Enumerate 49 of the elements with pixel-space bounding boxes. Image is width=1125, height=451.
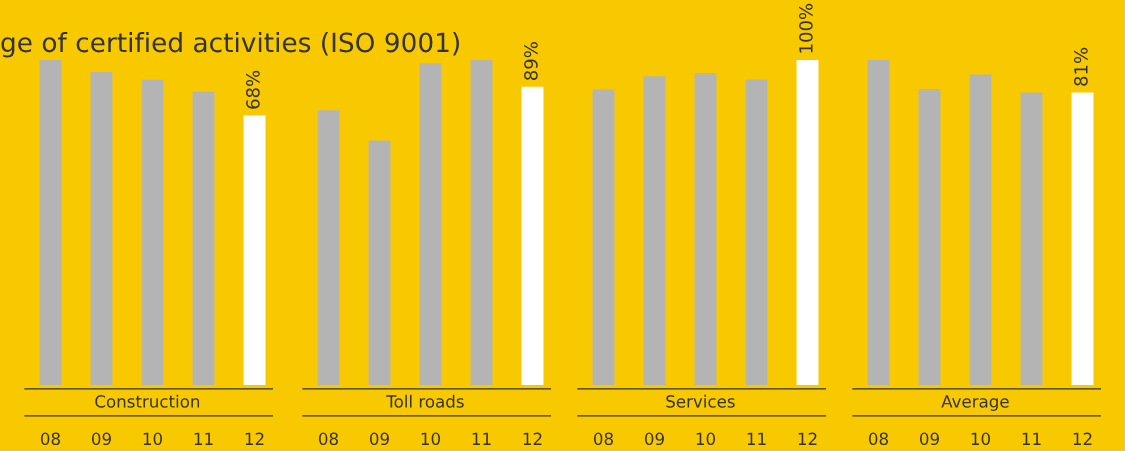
x-tick-label: 11 — [747, 432, 766, 445]
bar — [694, 73, 717, 385]
data-label: 68% — [246, 70, 260, 109]
x-tick-label: 11 — [472, 432, 491, 445]
data-label: 100% — [799, 3, 813, 53]
x-axis-title: Construction — [95, 394, 200, 408]
bar — [969, 74, 992, 385]
x-tick-label: 10 — [696, 432, 715, 446]
bar — [192, 91, 215, 385]
chart-title: ge of certified activities (ISO 9001) — [1, 31, 459, 58]
x-tick-label: 12 — [245, 432, 264, 445]
bar — [1071, 92, 1094, 385]
x-tick-label: 09 — [919, 432, 939, 446]
bar — [867, 60, 890, 385]
x-tick-label: 08 — [318, 432, 338, 446]
bar — [521, 86, 544, 385]
x-tick-label: 08 — [40, 432, 60, 446]
x-tick-label: 12 — [1073, 432, 1092, 445]
x-tick-label: 10 — [971, 432, 990, 446]
x-tick-label: 08 — [868, 432, 888, 446]
x-tick-label: 11 — [194, 432, 213, 445]
bar — [39, 60, 62, 385]
x-axis-title: Average — [941, 395, 1009, 411]
data-label: 81% — [1074, 47, 1088, 86]
x-axis-title: Services — [666, 394, 735, 408]
data-label: 89% — [524, 42, 538, 81]
bar — [470, 60, 493, 385]
bar — [90, 71, 113, 385]
x-tick-label: 12 — [523, 432, 542, 445]
bar — [796, 60, 819, 385]
x-tick-label: 09 — [644, 432, 664, 446]
bar — [592, 89, 615, 385]
bar — [317, 110, 340, 385]
bar — [1020, 92, 1043, 385]
x-tick-label: 08 — [593, 432, 613, 446]
x-axis-title: Toll roads — [386, 394, 464, 408]
bar — [141, 79, 164, 385]
bar — [243, 115, 266, 385]
bar — [918, 88, 941, 385]
bar — [368, 140, 391, 385]
x-tick-label: 10 — [421, 432, 440, 446]
bar — [643, 76, 666, 385]
bar — [419, 63, 442, 385]
x-tick-label: 12 — [798, 432, 817, 445]
x-tick-label: 11 — [1022, 432, 1041, 445]
bar — [745, 79, 768, 385]
x-tick-label: 10 — [143, 432, 162, 446]
x-tick-label: 09 — [369, 432, 389, 446]
x-tick-label: 09 — [91, 432, 111, 446]
